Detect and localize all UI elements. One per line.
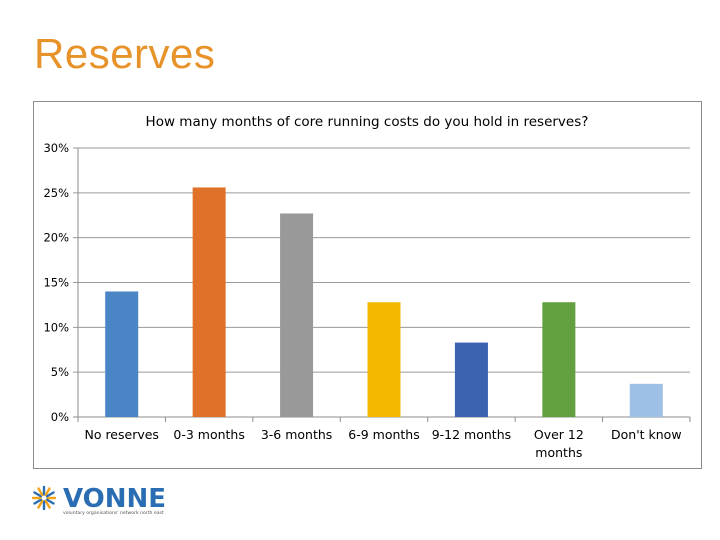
bar	[105, 291, 139, 417]
sunburst-icon	[31, 485, 57, 511]
logo-tagline: voluntary organisations' network north e…	[63, 510, 164, 516]
x-category-label: 6-9 months	[348, 427, 419, 442]
bar	[280, 213, 314, 417]
bar	[367, 302, 401, 417]
logo-wordmark: VONNE	[63, 484, 166, 514]
y-tick-label: 25%	[43, 186, 69, 200]
vonne-logo: VONNE voluntary organisations' network n…	[31, 484, 166, 516]
bar	[629, 383, 663, 417]
axis-layer	[77, 148, 691, 422]
y-tick-label: 20%	[43, 231, 69, 245]
bar-chart: How many months of core running costs do…	[43, 114, 691, 460]
x-category-label: Over 12	[534, 427, 584, 442]
y-tick-label: 10%	[43, 320, 69, 334]
slide-title: Reserves	[34, 30, 216, 77]
sunburst-ray	[33, 498, 43, 505]
sunburst-ray	[44, 499, 51, 509]
bar	[542, 302, 576, 417]
x-category-label: No reserves	[84, 427, 158, 442]
label-layer: 0% 5% 10% 15% 20% 25% 30% No reserves 0-3 months…	[43, 141, 681, 460]
sunburst-ray	[44, 487, 51, 497]
y-tick-label: 15%	[43, 276, 69, 290]
sunburst-ray	[33, 491, 43, 498]
sunburst-ray	[45, 498, 55, 505]
y-tick-label: 5%	[51, 365, 69, 379]
bar	[454, 342, 488, 417]
bar	[192, 187, 226, 417]
x-category-label: 0-3 months	[173, 427, 244, 442]
bar-layer	[105, 187, 663, 417]
sunburst-ray	[37, 499, 44, 509]
sunburst-ray	[45, 491, 55, 498]
y-tick-label: 30%	[43, 141, 69, 155]
chart-frame: How many months of core running costs do…	[33, 101, 702, 469]
x-category-label: Don't know	[611, 427, 682, 442]
x-category-label: 9-12 months	[432, 427, 511, 442]
x-category-label: 3-6 months	[261, 427, 332, 442]
x-category-label: months	[535, 445, 582, 460]
y-tick-label: 0%	[51, 410, 69, 424]
sunburst-ray	[37, 487, 44, 497]
chart-title: How many months of core running costs do…	[146, 114, 589, 130]
